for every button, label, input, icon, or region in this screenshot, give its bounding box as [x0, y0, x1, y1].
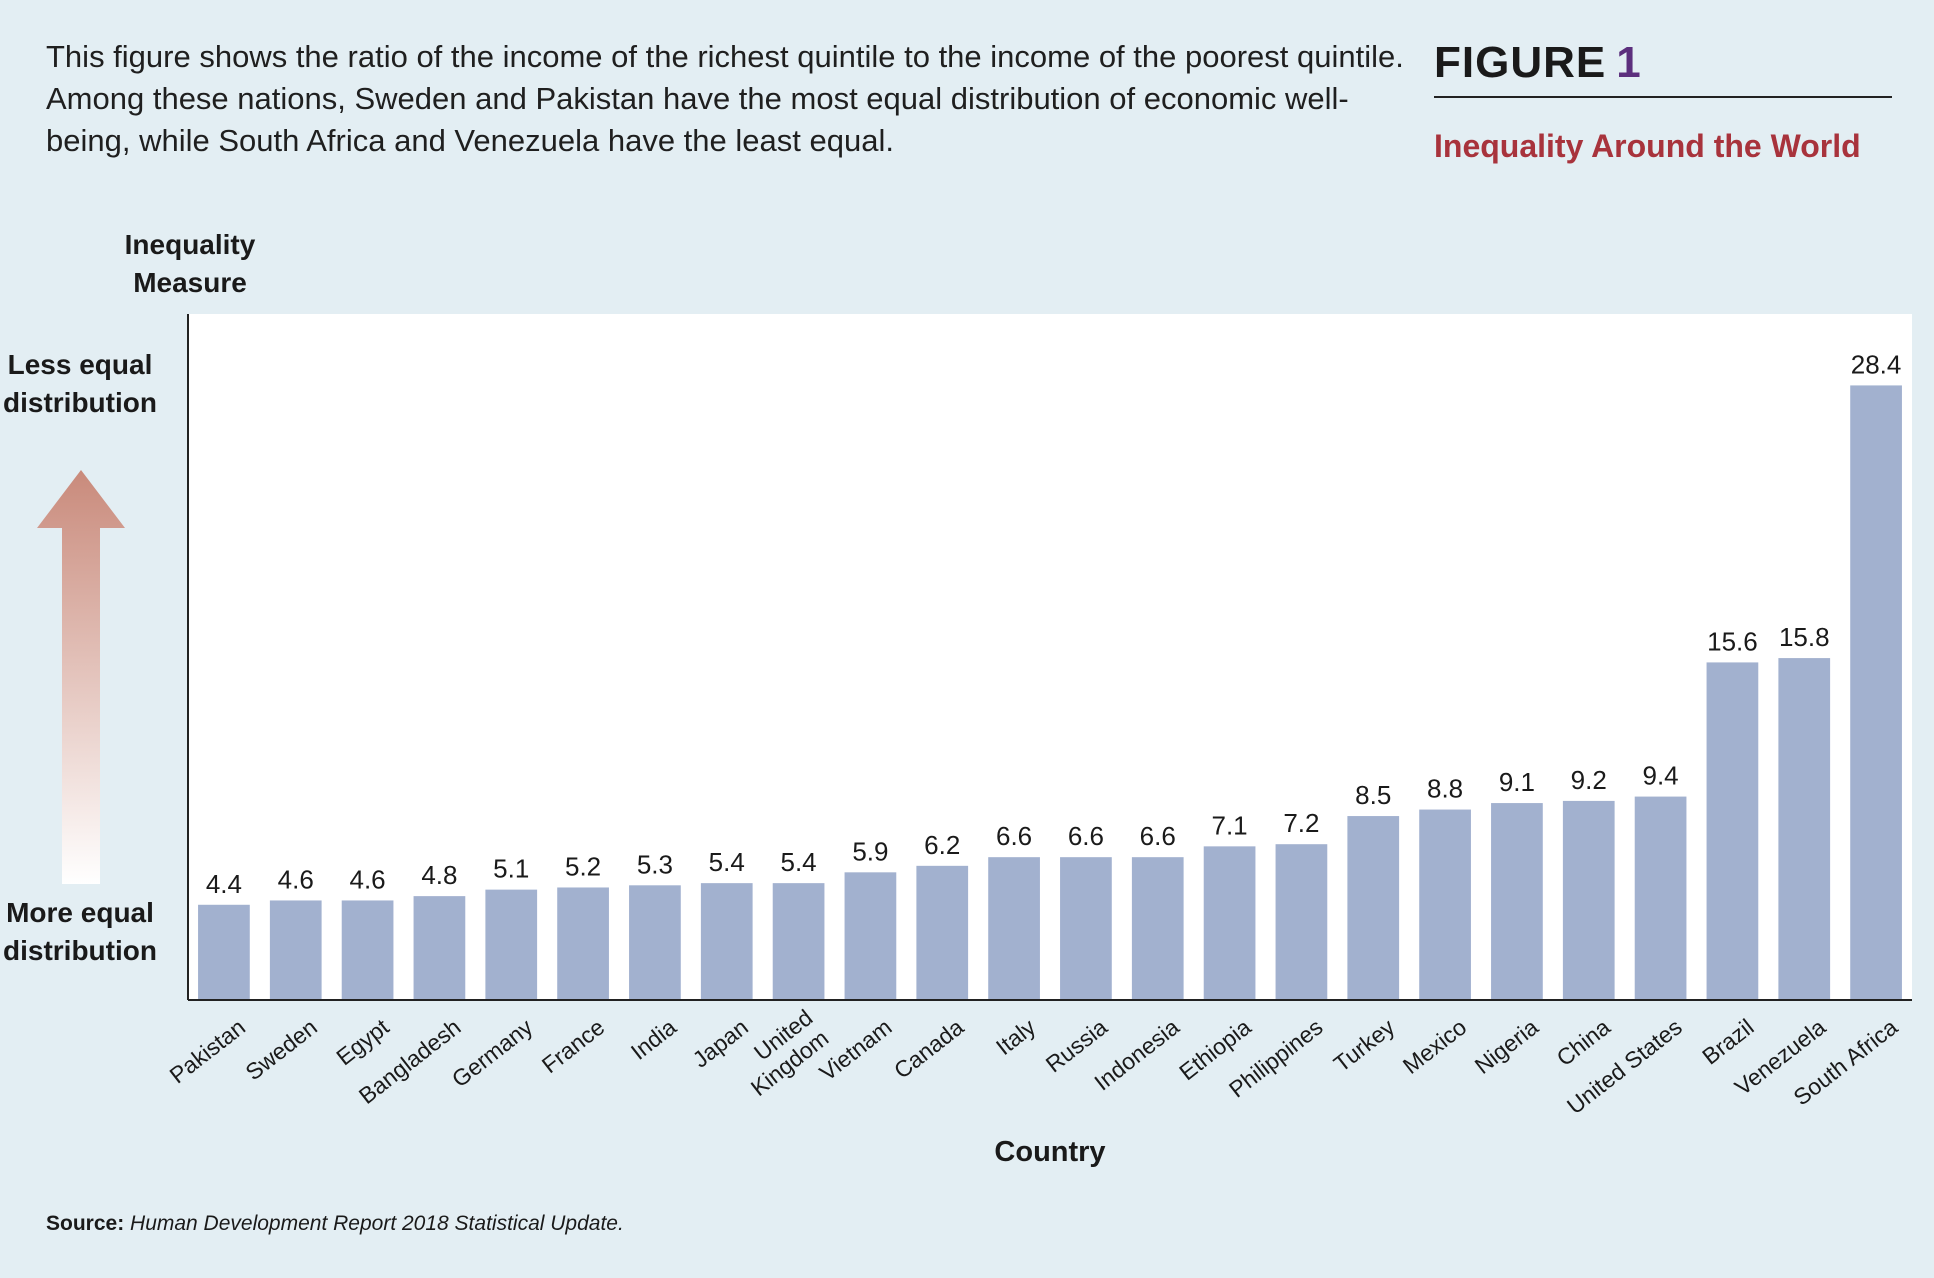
x-tick-label: India	[626, 1014, 681, 1065]
plot-area	[188, 314, 1912, 1000]
bar	[1275, 844, 1328, 1000]
data-label: 9.1	[1499, 767, 1535, 797]
x-tick-label: Pakistan	[165, 1014, 251, 1089]
data-label: 15.8	[1779, 622, 1830, 652]
bar	[772, 883, 825, 1000]
data-label: 8.5	[1355, 780, 1391, 810]
data-label: 9.2	[1571, 765, 1607, 795]
source-note: Source: Human Development Report 2018 St…	[46, 1212, 624, 1236]
data-label: 5.4	[709, 847, 745, 877]
x-tick-label: Canada	[889, 1014, 969, 1084]
bar	[485, 889, 538, 1000]
data-label: 4.6	[350, 864, 386, 894]
x-tick-label: Sweden	[240, 1014, 322, 1086]
bar	[1778, 658, 1831, 1000]
data-label: 4.8	[421, 860, 457, 890]
x-tick-label: Brazil	[1697, 1014, 1758, 1070]
bar	[1131, 857, 1184, 1000]
bar	[1562, 800, 1615, 1000]
x-tick-label: UnitedKingdom	[730, 1004, 834, 1101]
data-label: 6.6	[996, 821, 1032, 851]
data-label: 8.8	[1427, 774, 1463, 804]
data-label: 7.2	[1283, 808, 1319, 838]
data-label: 5.1	[493, 854, 529, 884]
bar	[1706, 662, 1759, 1000]
figure-number: 1	[1616, 38, 1642, 87]
x-tick-label: France	[537, 1014, 609, 1079]
gradient-up-arrow-icon	[37, 470, 125, 884]
x-tick-label: Turkey	[1329, 1013, 1400, 1077]
figure-description: This figure shows the ratio of the incom…	[46, 39, 1404, 158]
bar	[629, 885, 681, 1000]
less-equal-label: Less equal distribution	[3, 349, 157, 418]
data-label: 5.4	[781, 847, 817, 877]
more-equal-label: More equal distribution	[3, 897, 157, 966]
x-tick-label: China	[1552, 1014, 1616, 1072]
bar	[198, 904, 250, 1000]
bar	[269, 900, 322, 1000]
x-tick-label: Japan	[688, 1014, 753, 1073]
bar	[1419, 809, 1471, 1000]
x-tick-label: Italy	[991, 1013, 1041, 1060]
bar	[413, 896, 466, 1000]
data-label: 9.4	[1643, 761, 1679, 791]
bar	[1203, 846, 1256, 1000]
data-label: 5.9	[852, 836, 888, 866]
data-label: 7.1	[1212, 810, 1248, 840]
data-label: 4.4	[206, 869, 242, 899]
bar	[1850, 385, 1902, 1001]
y-axis-label: Inequality Measure	[124, 229, 256, 298]
bar	[700, 883, 753, 1000]
bar	[341, 900, 394, 1000]
bar	[1634, 796, 1687, 1000]
data-label: 5.3	[637, 849, 673, 879]
data-label: 15.6	[1707, 626, 1758, 656]
bar-chart: 4.4Pakistan4.6Sweden4.6Egypt4.8Banglades…	[165, 314, 1912, 1119]
bar	[844, 872, 897, 1000]
chart-title: Inequality Around the World	[1434, 128, 1861, 164]
x-tick-label: Egypt	[331, 1013, 394, 1070]
data-label: 4.6	[278, 864, 314, 894]
x-tick-label: Germany	[447, 1013, 538, 1092]
bar	[1347, 816, 1400, 1000]
x-tick-label: Nigeria	[1470, 1014, 1544, 1079]
x-tick-label: Mexico	[1398, 1014, 1471, 1079]
figure-label: FIGURE	[1434, 38, 1607, 87]
source-text: Human Development Report 2018 Statistica…	[130, 1212, 624, 1235]
bar	[1060, 857, 1112, 1000]
bar	[988, 857, 1040, 1000]
data-label: 6.6	[1140, 821, 1176, 851]
data-label: 28.4	[1851, 349, 1902, 379]
data-label: 6.6	[1068, 821, 1104, 851]
bar	[916, 865, 969, 1000]
figure-heading: FIGURE 1	[1434, 38, 1892, 98]
data-label: 5.2	[565, 851, 601, 881]
bar	[1491, 803, 1543, 1000]
data-label: 6.2	[924, 830, 960, 860]
bar	[557, 887, 609, 1000]
x-axis-label: Country	[994, 1136, 1106, 1168]
source-label: Source:	[46, 1212, 125, 1235]
